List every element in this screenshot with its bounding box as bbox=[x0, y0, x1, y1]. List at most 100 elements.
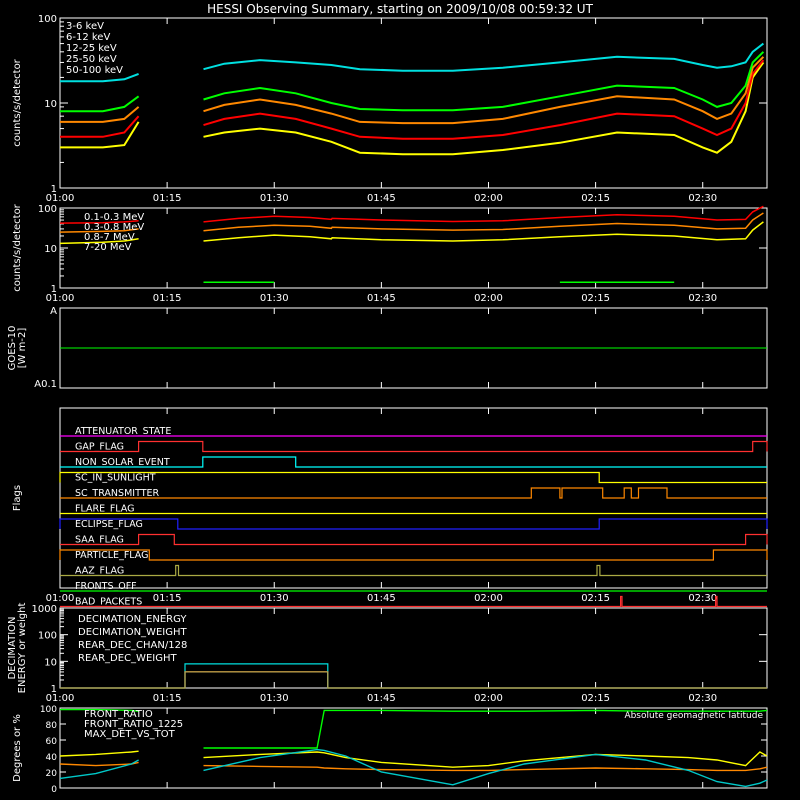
y-tick-label: 10 bbox=[44, 99, 57, 110]
y-tick-label: 100 bbox=[38, 14, 57, 25]
flag-trace bbox=[60, 440, 768, 453]
legend-entry: 7-20 MeV bbox=[84, 242, 132, 253]
x-tick-label: 01:15 bbox=[153, 593, 182, 604]
x-tick-label: 01:30 bbox=[260, 693, 289, 704]
series-line-0-1-0-3-mev bbox=[59, 205, 764, 224]
y-axis-label: [W m-2] bbox=[17, 328, 28, 369]
flag-label: ATTENUATOR_STATE bbox=[75, 426, 171, 437]
y-tick-label: 100 bbox=[38, 204, 57, 215]
y-axis-label: Flags bbox=[12, 485, 23, 511]
flag-label: ECLIPSE_FLAG bbox=[75, 519, 143, 530]
x-tick-label: 02:15 bbox=[581, 693, 610, 704]
x-tick-label: 02:30 bbox=[688, 593, 717, 604]
y-tick-label: A0.1 bbox=[34, 379, 57, 390]
legend-entry: 12-25 keV bbox=[66, 43, 117, 54]
plot-frame bbox=[59, 707, 768, 789]
series-line-25-50-kev bbox=[60, 51, 765, 113]
x-tick-label: 01:00 bbox=[46, 293, 75, 304]
x-tick-label: 01:45 bbox=[367, 693, 396, 704]
x-tick-label: 02:30 bbox=[688, 193, 717, 204]
page-title: HESSI Observing Summary, starting on 200… bbox=[207, 2, 593, 16]
y-tick-label: 40 bbox=[46, 753, 58, 763]
y-tick-label: 10 bbox=[44, 657, 57, 668]
y-tick-label: 1 bbox=[51, 684, 57, 695]
flag-trace bbox=[59, 471, 767, 484]
decimation-panel: 01:00 01:15 01:30 01:45 02:00 02:15 02:30 1 10 10… bbox=[7, 603, 768, 704]
legend-entry: 0.3-0.8 MeV bbox=[84, 222, 144, 233]
series-line-front-ratio-1225 bbox=[59, 750, 768, 768]
y-tick-label: A bbox=[50, 306, 57, 317]
x-tick-label: 01:45 bbox=[367, 293, 396, 304]
y-tick-label: 20 bbox=[46, 769, 58, 779]
series-line-50-100-kev bbox=[60, 42, 765, 83]
series-line-6-12-kev bbox=[60, 59, 765, 140]
goes-flux-panel: GOES-10 [W m-2] A A0.1 bbox=[7, 306, 768, 390]
flag-label: PARTICLE_FLAG bbox=[75, 550, 148, 561]
flag-trace bbox=[59, 549, 768, 561]
x-tick-label: 02:00 bbox=[474, 193, 503, 204]
series-line-0-8-7-mev bbox=[59, 221, 764, 245]
legend-entry: 0.1-0.3 MeV bbox=[84, 212, 144, 223]
flag-label: GAP_FLAG bbox=[75, 442, 124, 453]
x-tick-label: 01:15 bbox=[153, 693, 182, 704]
flag-label: SC_TRANSMITTER bbox=[75, 488, 160, 499]
flag-label: SAA_FLAG bbox=[75, 535, 124, 546]
y-axis-label: DECIMATION bbox=[7, 616, 18, 679]
flags-panel: 01:00 01:15 01:30 01:45 02:00 02:15 02:30 Flags… bbox=[12, 407, 768, 608]
y-tick-label: 10 bbox=[44, 244, 57, 255]
legend-entry: FRONT_RATIO_1225 bbox=[84, 719, 183, 730]
y-tick-label: 100 bbox=[40, 705, 57, 715]
legend-entry: REAR_DEC_CHAN/128 bbox=[78, 640, 187, 651]
x-tick-label: 02:15 bbox=[581, 593, 610, 604]
hxr-counts-panel: 01:00 01:15 01:30 01:45 02:00 02:15 02:30 1 10 10… bbox=[12, 14, 768, 204]
x-tick-label: 02:00 bbox=[474, 693, 503, 704]
flag-label: FRONTS_OFF bbox=[75, 581, 137, 592]
x-tick-label: 01:00 bbox=[46, 193, 75, 204]
y-axis-label: counts/s/detector bbox=[12, 58, 23, 146]
legend-entry: DECIMATION_WEIGHT bbox=[78, 627, 187, 638]
y-axis-label: ENERGY or weight bbox=[17, 603, 28, 694]
x-tick-label: 01:30 bbox=[260, 193, 289, 204]
legend-entry: FRONT_RATIO bbox=[84, 709, 153, 720]
legend-entry: DECIMATION_ENERGY bbox=[78, 614, 187, 625]
ratios-panel: Degrees or % 0 20 40 60 80 100 FRONT_RATIOFRONT… bbox=[12, 705, 768, 795]
x-tick-label: 01:45 bbox=[367, 593, 396, 604]
x-tick-label: 01:30 bbox=[260, 293, 289, 304]
flag-trace bbox=[60, 487, 767, 499]
x-tick-label: 01:00 bbox=[46, 693, 75, 704]
y-axis-label: Degrees or % bbox=[12, 714, 23, 782]
x-tick-label: 02:15 bbox=[581, 193, 610, 204]
legend-entry: 25-50 keV bbox=[66, 54, 117, 65]
y-axis-label: counts/s/detector bbox=[12, 203, 23, 291]
legend-entry: 3-6 keV bbox=[66, 21, 104, 32]
x-tick-label: 01:15 bbox=[153, 293, 182, 304]
series-line-0-3-0-8-mev bbox=[59, 212, 764, 233]
series-line-absolute-geomagnetic-latitude bbox=[59, 748, 768, 788]
y-tick-label: 1 bbox=[51, 284, 57, 295]
x-tick-label: 01:15 bbox=[153, 193, 182, 204]
y-tick-label: 1000 bbox=[32, 604, 57, 615]
flag-label: AAZ_FLAG bbox=[75, 566, 124, 577]
legend-entry: 50-100 keV bbox=[66, 65, 123, 76]
series-line-front-ratio bbox=[60, 708, 768, 749]
y-axis-label: GOES-10 bbox=[7, 326, 18, 371]
x-tick-label: 02:00 bbox=[474, 293, 503, 304]
legend-entry: REAR_DEC_WEIGHT bbox=[78, 653, 177, 664]
x-tick-label: 01:00 bbox=[46, 593, 75, 604]
x-tick-label: 02:30 bbox=[688, 693, 717, 704]
series-line-3-6-kev bbox=[60, 61, 765, 156]
flag-trace bbox=[60, 564, 767, 577]
x-tick-label: 02:15 bbox=[581, 293, 610, 304]
y-tick-label: 100 bbox=[38, 631, 57, 642]
flag-trace bbox=[60, 595, 767, 608]
series-line-12-25-kev bbox=[60, 56, 765, 125]
flag-label: BAD_PACKETS bbox=[75, 597, 142, 608]
gamma-counts-panel: 01:00 01:15 01:30 01:45 02:00 02:15 02:30 1 10 10… bbox=[12, 203, 768, 304]
flag-label: SC_IN_SUNLIGHT bbox=[75, 473, 156, 484]
flag-trace bbox=[59, 518, 768, 530]
flag-label: FLARE_FLAG bbox=[75, 504, 135, 515]
geomag-latitude-annotation: Absolute geomagnetic latitude bbox=[624, 711, 763, 721]
legend-entry: MAX_DET_VS_TOT bbox=[84, 729, 176, 740]
